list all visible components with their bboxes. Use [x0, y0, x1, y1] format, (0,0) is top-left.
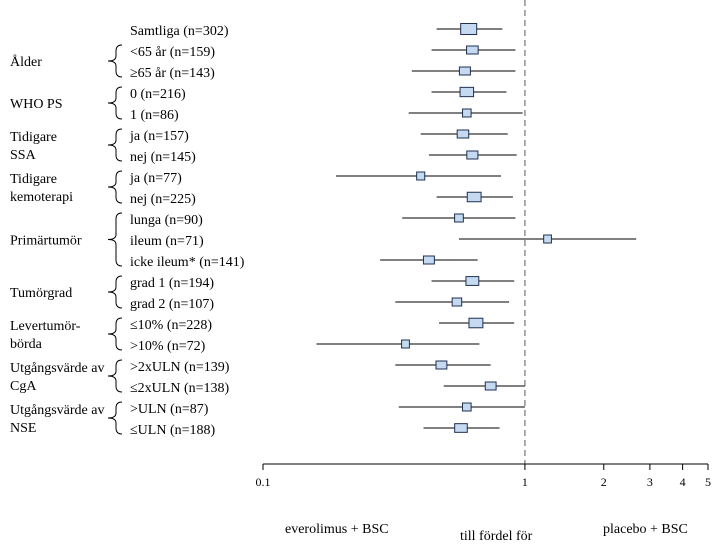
hr-point [460, 23, 478, 35]
group-label: Utgångsvärde av CgA [10, 361, 104, 394]
hr-point [466, 191, 482, 203]
row-label: icke ileum* (n=141) [130, 255, 245, 270]
group-labels: Ålder WHO PS Tidigare SSA Tidigare kemoterapi… [10, 54, 104, 436]
x-tick-label: 0.1 [256, 475, 271, 489]
row-label: ja (n=77) [129, 171, 182, 186]
row-label: ≤ULN (n=188) [130, 423, 216, 438]
row-label: ileum (n=71) [130, 234, 204, 249]
footer-right: placebo + BSC [603, 522, 688, 537]
hr-point [462, 402, 472, 412]
row-label: >2xULN (n=139) [130, 360, 230, 375]
row-label: ≤10% (n=228) [130, 318, 212, 333]
group-label: Tidigare kemoterapi [10, 172, 73, 205]
hr-point [435, 360, 448, 370]
row-labels: Samtliga (n=302) <65 år (n=159) ≥65 år (n=… [129, 24, 245, 438]
hr-point [462, 108, 472, 118]
hr-point [466, 45, 479, 55]
hr-point [454, 213, 464, 223]
row-label: nej (n=145) [130, 150, 196, 165]
hr-point [416, 171, 426, 181]
hr-point [466, 150, 479, 160]
group-bracket [107, 170, 123, 204]
group-bracket [107, 128, 123, 162]
group-label: Tumörgrad [10, 286, 72, 301]
x-tick-label: 3 [647, 475, 653, 489]
group-label: Ålder [10, 54, 42, 70]
hr-point [422, 255, 435, 265]
x-tick-label: 1 [522, 475, 528, 489]
group-label: Levertumör-börda [10, 319, 81, 352]
group-brackets [107, 44, 123, 435]
hr-point [454, 423, 468, 433]
row-label: Samtliga (n=302) [130, 24, 229, 39]
hr-point [458, 66, 471, 76]
footer-middle: till fördel för [460, 529, 533, 544]
row-label: ≥65 år (n=143) [130, 66, 215, 81]
group-label: Utgångsvärde av NSE [10, 403, 104, 436]
hr-point [543, 234, 552, 244]
hr-point [465, 276, 480, 286]
row-label: nej (n=225) [130, 192, 196, 207]
x-tick-label: 5 [705, 475, 711, 489]
group-bracket [107, 359, 123, 393]
x-axis: 0.1 1 2 3 4 5 [256, 463, 711, 489]
group-bracket [107, 401, 123, 435]
hr-point [484, 381, 497, 391]
row-label: 1 (n=86) [130, 108, 179, 123]
row-label: ja (n=157) [129, 129, 189, 144]
hr-point [451, 297, 463, 307]
hr-point [459, 86, 475, 98]
row-label: >ULN (n=87) [130, 402, 209, 417]
hr-point [456, 129, 470, 139]
group-bracket [107, 86, 123, 120]
group-bracket [107, 212, 123, 267]
hr-point [401, 339, 410, 349]
row-label: grad 1 (n=194) [130, 276, 214, 291]
x-tick-label: 2 [601, 475, 607, 489]
group-bracket [107, 275, 123, 309]
row-label: lunga (n=90) [130, 213, 203, 228]
row-label: grad 2 (n=107) [130, 297, 214, 312]
group-label: WHO PS [10, 97, 63, 112]
row-label: <65 år (n=159) [130, 45, 215, 60]
group-bracket [107, 317, 123, 351]
group-label: Primärtumör [10, 234, 82, 249]
group-bracket [107, 44, 123, 78]
confidence-intervals [316, 23, 637, 433]
row-label: ≤2xULN (n=138) [130, 381, 230, 396]
group-label: Tidigare SSA [10, 130, 57, 163]
x-tick-label: 4 [680, 475, 686, 489]
row-label: 0 (n=216) [130, 87, 186, 102]
row-label: >10% (n=72) [130, 339, 206, 354]
hr-point [468, 317, 484, 329]
footer-left: everolimus + BSC [285, 522, 389, 537]
